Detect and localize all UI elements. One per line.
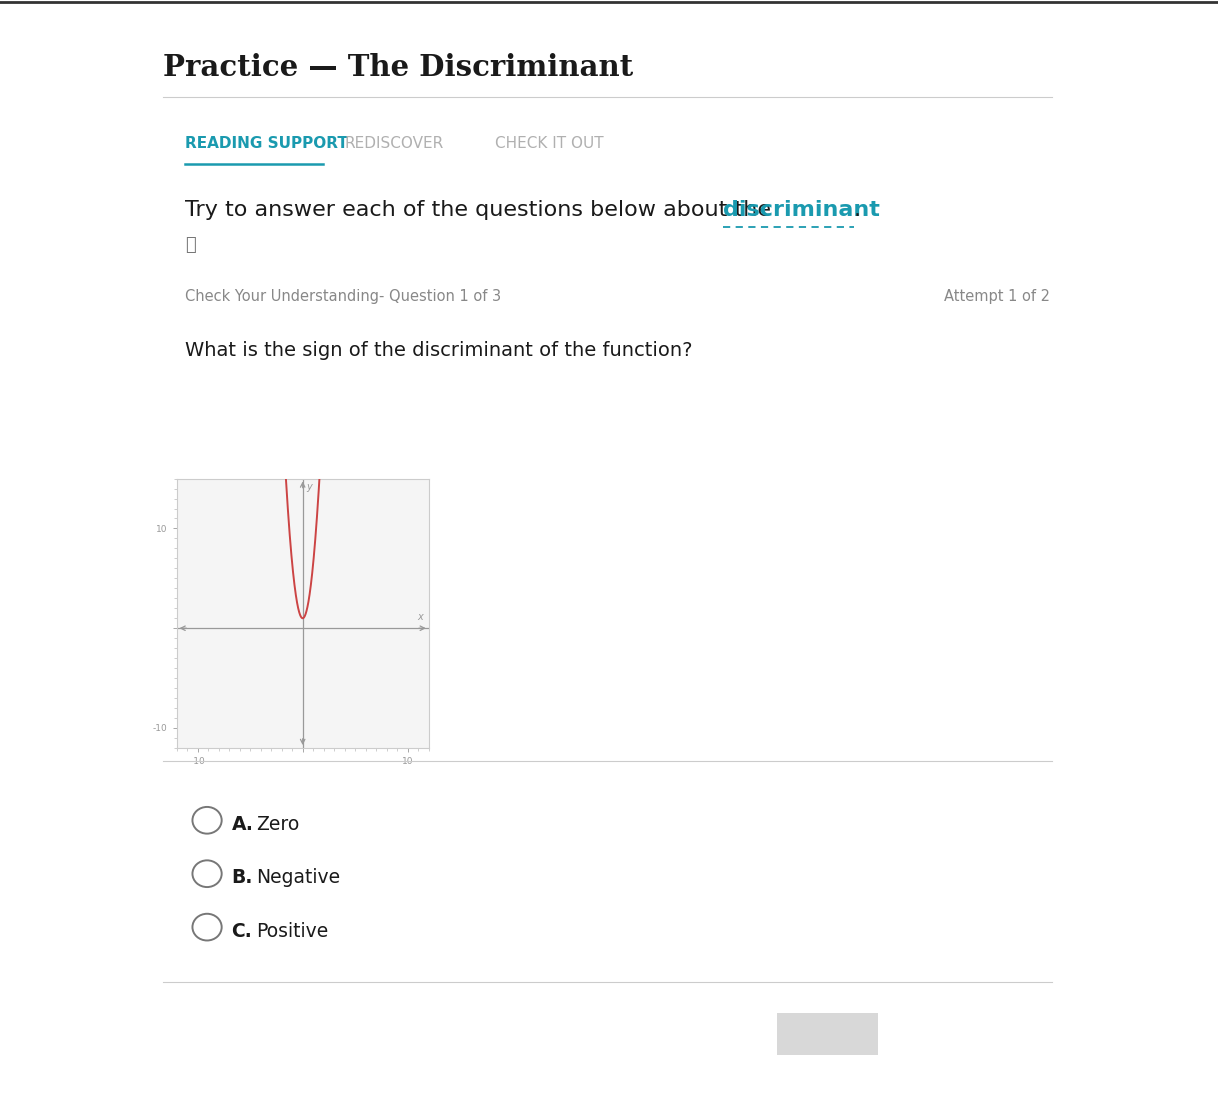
Text: A.: A. (231, 815, 253, 834)
Text: Attempt 1 of 2: Attempt 1 of 2 (944, 289, 1050, 304)
Text: Try to answer each of the questions below about the: Try to answer each of the questions belo… (185, 200, 778, 220)
Text: CHECK IT OUT: CHECK IT OUT (495, 136, 603, 150)
Text: SUBMIT: SUBMIT (798, 1027, 857, 1041)
Text: B.: B. (231, 868, 253, 887)
Text: Practice — The Discriminant: Practice — The Discriminant (163, 53, 633, 82)
Text: Negative: Negative (256, 868, 340, 887)
Text: REDISCOVER: REDISCOVER (345, 136, 443, 150)
Text: .: . (854, 200, 861, 220)
Text: C.: C. (231, 922, 252, 940)
Text: y: y (307, 482, 312, 492)
Text: x: x (418, 612, 424, 622)
Text: Positive: Positive (256, 922, 328, 940)
Text: 🔊: 🔊 (185, 236, 196, 254)
Text: Check Your Understanding- Question 1 of 3: Check Your Understanding- Question 1 of … (185, 289, 502, 304)
Text: READING SUPPORT: READING SUPPORT (185, 136, 348, 150)
Text: discriminant: discriminant (723, 200, 881, 220)
Text: What is the sign of the discriminant of the function?: What is the sign of the discriminant of … (185, 341, 693, 359)
Text: Zero: Zero (256, 815, 300, 834)
